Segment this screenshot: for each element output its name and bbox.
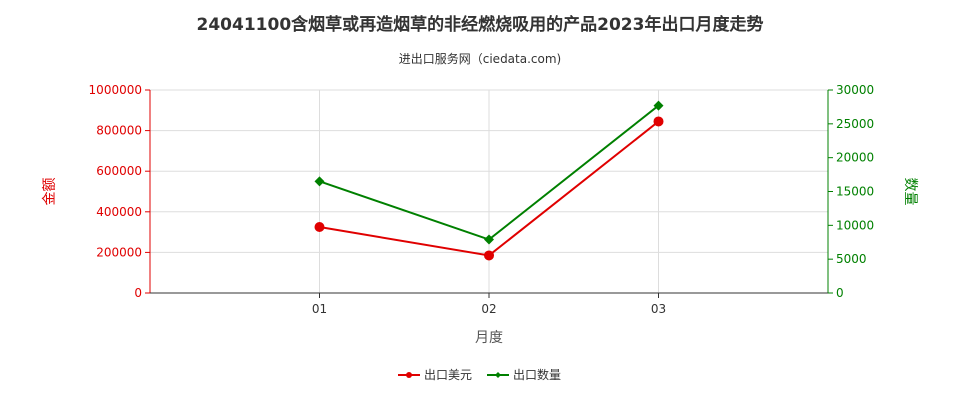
y-left-tick-label: 600000 bbox=[96, 164, 142, 178]
y-right-tick-label: 5000 bbox=[836, 252, 867, 266]
y-right-tick-label: 30000 bbox=[836, 83, 874, 97]
axes bbox=[145, 89, 833, 298]
data-point-circle bbox=[314, 222, 325, 233]
y-left-tick-label: 200000 bbox=[96, 245, 142, 259]
legend-label: 出口数量 bbox=[513, 367, 561, 382]
data-point-diamond bbox=[484, 234, 494, 245]
y-right-tick-label: 15000 bbox=[836, 185, 874, 199]
x-tick-label: 01 bbox=[312, 302, 327, 316]
data-point-circle bbox=[653, 116, 664, 127]
y-axis-right-label: 数量 bbox=[902, 178, 918, 206]
legend-label: 出口美元 bbox=[424, 368, 472, 382]
chart-subtitle: 进出口服务网（ciedata.com) bbox=[398, 52, 562, 66]
legend: 出口美元 出口数量 bbox=[398, 367, 561, 382]
y-left-tick-label: 800000 bbox=[96, 124, 142, 138]
y-axis-left-label: 金额 bbox=[42, 178, 58, 206]
legend-marker bbox=[406, 372, 412, 378]
y-right-tick-label: 10000 bbox=[836, 218, 874, 232]
legend-marker bbox=[495, 372, 501, 378]
grid-lines bbox=[150, 89, 828, 294]
y-left-tick-label: 0 bbox=[134, 286, 142, 300]
series-layer bbox=[314, 100, 664, 261]
y-right-tick-label: 20000 bbox=[836, 151, 874, 165]
y-right-tick-label: 25000 bbox=[836, 117, 874, 131]
x-tick-label: 02 bbox=[481, 302, 496, 316]
x-tick-label: 03 bbox=[651, 302, 666, 316]
y-right-tick-label: 0 bbox=[836, 286, 844, 300]
data-point-diamond bbox=[314, 176, 325, 187]
data-point-diamond bbox=[653, 100, 664, 111]
x-axis-label: 月度 bbox=[475, 330, 503, 346]
tick-labels: 0 200000 400000 600000 800000 1000000 0 5000 100… bbox=[89, 83, 875, 316]
chart-title: 24041100含烟草或再造烟草的非经燃烧吸用的产品2023年出口月度走势 bbox=[196, 15, 764, 35]
data-point-circle bbox=[484, 250, 494, 261]
y-left-tick-label: 400000 bbox=[96, 205, 142, 219]
y-left-tick-label: 1000000 bbox=[89, 83, 142, 97]
